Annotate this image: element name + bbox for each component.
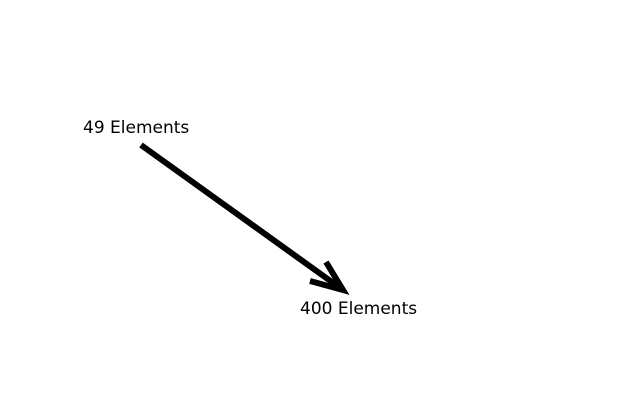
arrow-head-icon (309, 260, 350, 295)
arrow-shaft (139, 142, 345, 293)
target-label: 400 Elements (300, 299, 418, 319)
source-label: 49 Elements (83, 118, 190, 138)
